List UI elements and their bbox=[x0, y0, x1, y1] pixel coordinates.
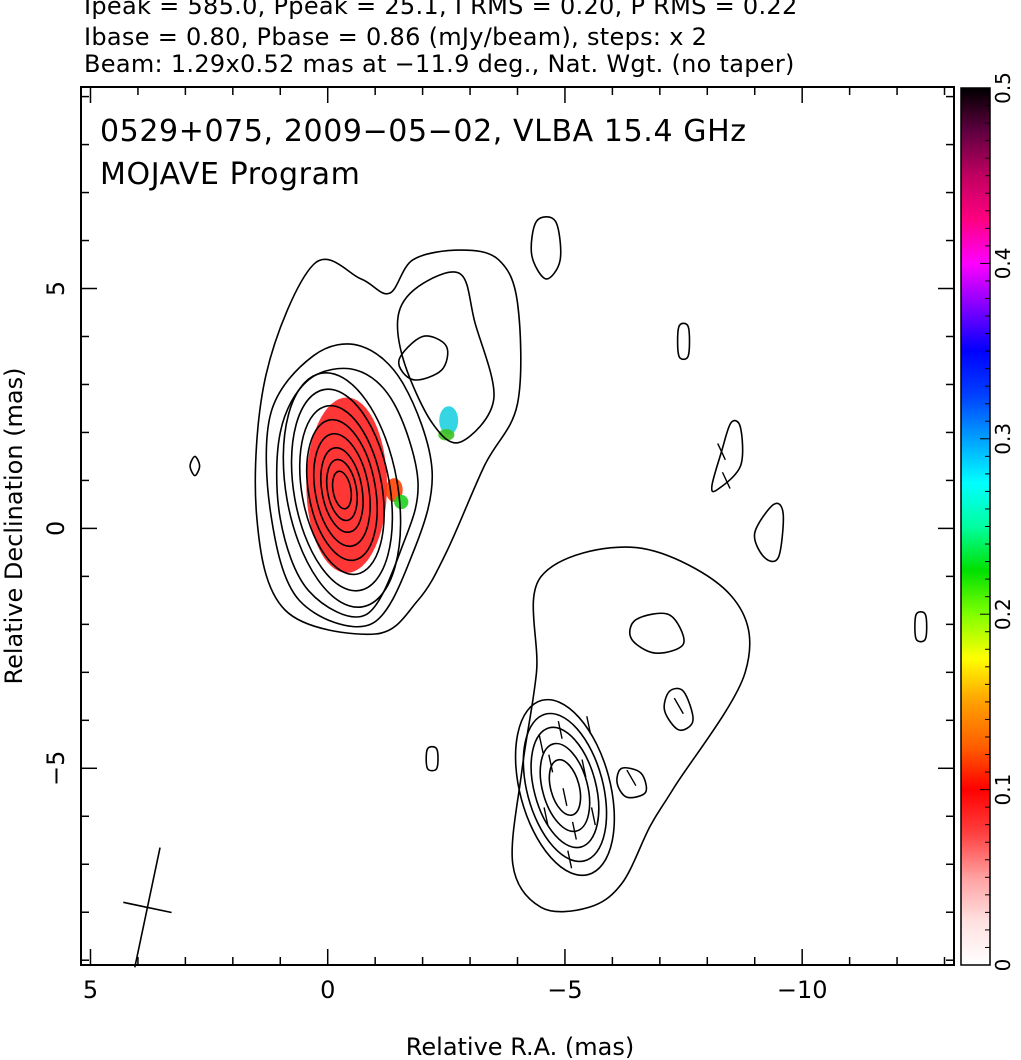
y-axis-label: Relative Declination (mas) bbox=[0, 367, 28, 684]
contour-blob-8 bbox=[189, 455, 201, 477]
core-contour-4 bbox=[313, 432, 371, 548]
x-tick-label: 5 bbox=[83, 976, 98, 1004]
evpa-vectors bbox=[538, 443, 731, 869]
colorbar-tick-label: 0.5 bbox=[991, 72, 1015, 104]
knot-contour-1 bbox=[548, 758, 582, 817]
x-tick-label: −5 bbox=[547, 976, 582, 1004]
contour-blob-9 bbox=[425, 745, 439, 772]
contour-blob-1 bbox=[530, 216, 562, 280]
evpa-vector bbox=[548, 754, 554, 773]
contour-core-outer bbox=[275, 367, 419, 618]
contour-lobe-hole bbox=[397, 335, 449, 381]
evpa-vector bbox=[557, 720, 563, 739]
contour-blob-5 bbox=[629, 612, 685, 654]
knot-contour-4 bbox=[522, 712, 608, 863]
core-contour-3 bbox=[320, 447, 364, 534]
knot-contour-2 bbox=[539, 742, 591, 833]
polarization-patch-3b bbox=[438, 429, 455, 441]
colorbar-tick-label: 0 bbox=[991, 959, 1015, 972]
core-contour-2 bbox=[325, 458, 358, 522]
y-tick-label: 0 bbox=[42, 521, 70, 536]
evpa-vector bbox=[626, 769, 637, 787]
colorbar-tick-label: 0.4 bbox=[991, 247, 1015, 279]
y-tick-label: −5 bbox=[42, 751, 70, 786]
evpa-vector bbox=[571, 821, 577, 840]
contour-blob-7 bbox=[616, 767, 648, 799]
evpa-vector bbox=[567, 850, 573, 869]
evpa-vector bbox=[717, 443, 726, 461]
x-tick-label: −10 bbox=[777, 976, 828, 1004]
header-line-2: Ibase = 0.80, Pbase = 0.86 (mJy/beam), s… bbox=[84, 23, 708, 51]
axis-tick-labels: 5 0 −5 −10 5 0 −5 bbox=[42, 281, 828, 1004]
colorbar-tick-label: 0.3 bbox=[991, 423, 1015, 455]
knot-contour-3 bbox=[530, 726, 600, 849]
colorbar-tick-label: 0.2 bbox=[991, 598, 1015, 630]
contour-blob-10 bbox=[914, 611, 928, 643]
contour-blob-4 bbox=[753, 502, 785, 563]
x-tick-label: 0 bbox=[320, 976, 335, 1004]
map-title: 0529+075, 2009−05−02, VLBA 15.4 GHz bbox=[100, 114, 747, 149]
core-contour-1 bbox=[331, 470, 353, 510]
beam-minor-axis bbox=[123, 901, 172, 914]
evpa-vector bbox=[590, 807, 596, 826]
contour-core-outer-2 bbox=[265, 343, 434, 628]
core-contour-6 bbox=[298, 404, 385, 576]
contour-jet-envelope bbox=[511, 546, 751, 913]
x-axis-label: Relative R.A. (mas) bbox=[406, 1033, 634, 1060]
knot-contour-5 bbox=[514, 698, 616, 877]
colorbar: 0 0.1 0.2 0.3 0.4 0.5 bbox=[960, 72, 1015, 972]
contour-lines bbox=[189, 216, 928, 913]
contour-blob-6 bbox=[663, 687, 694, 732]
beam-ellipse-marker bbox=[123, 847, 172, 968]
evpa-vector bbox=[562, 788, 568, 807]
evpa-vector bbox=[543, 807, 549, 826]
polarization-patch-3a bbox=[439, 406, 459, 435]
map-subtitle: MOJAVE Program bbox=[100, 157, 360, 192]
evpa-vector bbox=[538, 735, 544, 754]
axis-ticks bbox=[81, 87, 954, 965]
evpa-vector bbox=[586, 716, 592, 735]
y-tick-label: 5 bbox=[42, 281, 70, 296]
plot-frame bbox=[80, 86, 955, 966]
header-line-1: Ipeak = 585.0, Ppeak = 25.1, I RMS = 0.2… bbox=[84, 0, 798, 20]
polarization-patch-2b bbox=[394, 494, 409, 510]
evpa-vector bbox=[673, 697, 684, 715]
core-contour-7 bbox=[290, 388, 394, 592]
header-line-3: Beam: 1.29x0.52 mas at −11.9 deg., Nat. … bbox=[84, 50, 795, 78]
evpa-vector bbox=[721, 471, 731, 489]
core-contour-5 bbox=[305, 418, 378, 562]
colorbar-tick-label: 0.1 bbox=[991, 774, 1015, 806]
evpa-vector bbox=[581, 759, 587, 778]
contour-blob-2 bbox=[676, 322, 691, 361]
contour-envelope bbox=[254, 249, 522, 636]
